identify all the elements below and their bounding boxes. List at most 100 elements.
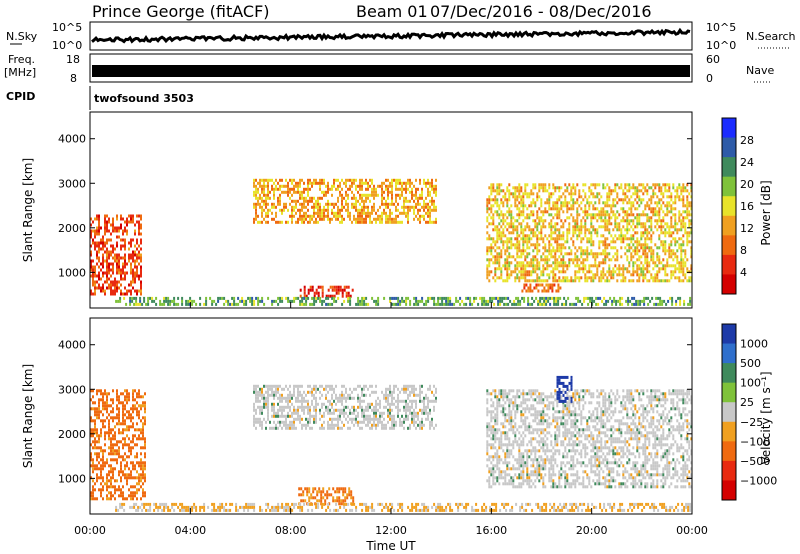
velocity-echo-cell: [313, 414, 315, 418]
power-echo-cell: [263, 202, 265, 206]
velocity-echo-cell: [277, 408, 279, 412]
power-echo-cell: [375, 187, 377, 191]
power-echo-cell: [136, 220, 138, 224]
velocity-echo-cell: [299, 399, 301, 403]
power-echo-cell: [683, 299, 686, 303]
power-echo-cell: [598, 264, 601, 268]
power-echo-cell: [500, 273, 503, 277]
power-echo-cell: [524, 216, 527, 220]
velocity-echo-cell: [413, 390, 415, 394]
power-colorbar-swatch: [722, 176, 736, 197]
power-echo-cell: [626, 225, 629, 229]
power-echo-cell: [421, 205, 423, 209]
velocity-echo-cell: [94, 467, 96, 471]
power-echo-cell: [285, 190, 287, 194]
power-echo-cell: [664, 279, 667, 283]
velocity-echo-cell: [393, 402, 395, 406]
power-echo-cell: [361, 217, 363, 221]
power-echo-cell: [590, 264, 593, 268]
power-echo-cell: [559, 296, 562, 300]
velocity-echo-cell: [389, 414, 391, 418]
velocity-echo-cell: [427, 414, 429, 418]
power-echo-cell: [660, 219, 663, 223]
power-echo-cell: [315, 291, 318, 295]
power-echo-cell: [578, 258, 581, 262]
power-echo-cell: [636, 192, 639, 196]
power-echo-cell: [548, 273, 551, 277]
power-echo-cell: [648, 246, 651, 250]
power-echo-cell: [124, 238, 126, 242]
power-echo-cell: [399, 220, 401, 224]
power-echo-cell: [580, 267, 583, 271]
power-echo-cell: [118, 226, 120, 230]
velocity-echo-cell: [128, 488, 130, 492]
power-echo-cell: [556, 264, 559, 268]
velocity-echo-cell: [379, 414, 381, 418]
power-echo-cell: [104, 229, 106, 233]
power-echo-cell: [572, 240, 575, 244]
power-echo-cell: [313, 214, 315, 218]
velocity-echo-cell: [259, 423, 261, 427]
velocity-echo-cell: [395, 399, 397, 403]
power-echo-cell: [435, 205, 437, 209]
velocity-echo-cell: [318, 490, 321, 494]
velocity-echo-cell: [315, 414, 317, 418]
power-echo-cell: [547, 299, 550, 303]
power-echo-cell: [275, 187, 277, 191]
power-echo-cell: [650, 201, 653, 205]
power-echo-cell: [349, 211, 351, 215]
power-echo-cell: [542, 219, 545, 223]
velocity-echo-cell: [120, 467, 122, 471]
power-echo-cell: [104, 292, 106, 296]
power-echo-cell: [305, 214, 307, 218]
power-echo-cell: [654, 183, 657, 187]
velocity-echo-cell: [375, 411, 377, 415]
power-echo-cell: [594, 201, 597, 205]
power-echo-cell: [327, 202, 329, 206]
power-echo-cell: [297, 184, 299, 188]
power-echo-cell: [600, 210, 603, 214]
power-echo-cell: [674, 243, 677, 247]
power-echo-cell: [177, 296, 180, 300]
power-echo-cell: [128, 283, 130, 287]
power-echo-cell: [588, 252, 591, 256]
velocity-echo-cell: [403, 405, 405, 409]
power-echo-cell: [562, 267, 565, 271]
power-echo-cell: [553, 296, 556, 300]
velocity-echo-cell: [124, 458, 126, 462]
power-echo-cell: [333, 285, 336, 289]
velocity-echo-cell: [120, 491, 122, 495]
velocity-echo-cell: [144, 440, 146, 444]
power-echo-cell: [343, 217, 345, 221]
power-echo-cell: [674, 195, 677, 199]
power-echo-cell: [622, 267, 625, 271]
power-echo-cell: [128, 253, 130, 257]
power-echo-cell: [576, 237, 579, 241]
power-echo-cell: [385, 211, 387, 215]
power-echo-cell: [524, 183, 527, 187]
power-echo-cell: [596, 213, 599, 217]
power-echo-cell: [335, 288, 338, 292]
power-echo-cell: [598, 243, 601, 247]
power-echo-cell: [417, 202, 419, 206]
velocity-echo-cell: [355, 387, 357, 391]
power-echo-cell: [615, 299, 618, 303]
velocity-echo-cell: [293, 393, 295, 397]
power-echo-cell: [120, 274, 122, 278]
velocity-echo-cell: [96, 497, 98, 501]
power-echo-cell: [295, 202, 297, 206]
velocity-echo-cell: [361, 393, 363, 397]
velocity-echo-cell: [327, 405, 329, 409]
power-echo-cell: [403, 181, 405, 185]
velocity-echo-cell: [130, 407, 132, 411]
power-echo-cell: [520, 255, 523, 259]
power-echo-cell: [552, 276, 555, 280]
velocity-echo-cell: [391, 399, 393, 403]
power-echo-cell: [502, 213, 505, 217]
velocity-echo-cell: [423, 411, 425, 415]
power-echo-cell: [357, 208, 359, 212]
velocity-echo-cell: [116, 449, 118, 453]
velocity-echo-cell: [271, 387, 273, 391]
velocity-echo-cell: [94, 428, 96, 432]
power-echo-cell: [277, 187, 279, 191]
